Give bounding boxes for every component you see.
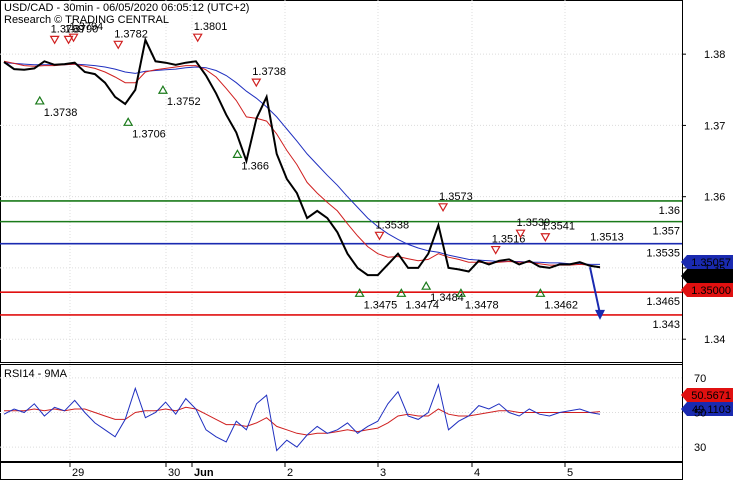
series-layer: [3, 36, 605, 452]
price-tick-label: 1.34: [704, 334, 725, 346]
time-tick-label: 4: [474, 467, 480, 479]
price-tick-label: 1.38: [704, 49, 725, 61]
swing-low-marker: [421, 280, 432, 290]
swing-low-marker: [535, 288, 546, 297]
value-tag: [681, 388, 733, 402]
grid-layer: [0, 0, 686, 467]
swing-label: 1.3573: [439, 191, 473, 203]
swing-low-marker: [232, 149, 243, 158]
value-tag-label: 1.35057: [691, 257, 731, 269]
level-label: 1.357: [652, 226, 680, 238]
swing-low-marker: [455, 288, 466, 297]
swing-high-marker: [63, 35, 74, 45]
level-label: 1.3465: [646, 296, 680, 308]
swing-high-marker: [251, 78, 262, 88]
price-panel-frame: [0, 0, 683, 363]
swing-label: 1.3752: [167, 96, 201, 108]
swing-low-marker: [123, 117, 134, 126]
value-tag: [681, 402, 733, 416]
swing-high-marker: [192, 33, 203, 43]
time-tick-label: 2: [287, 467, 293, 479]
chart-header-line2: Research © TRADING CENTRAL: [4, 14, 169, 26]
swing-label: 1.3538: [375, 219, 409, 231]
value-tag-label: 50.5671: [691, 390, 731, 402]
swing-label: 1.3484: [430, 292, 464, 304]
swing-label: 1.3513: [590, 232, 624, 244]
rsi-tick-label: 30: [694, 442, 706, 454]
level-label: 1.343: [652, 319, 680, 331]
swing-high-marker: [438, 203, 449, 213]
swing-label: 1.3541: [541, 221, 575, 233]
time-tick-label: 5: [567, 467, 573, 479]
time-tick-label: 30: [168, 467, 180, 479]
projection-arrowhead: [595, 309, 605, 320]
swing-low-marker: [396, 288, 407, 297]
swing-label: 1.3462: [544, 299, 578, 311]
swing-low-marker: [34, 95, 45, 105]
series-price: [3, 36, 601, 277]
value-tag-label: 1.35000: [691, 285, 731, 297]
swing-high-marker: [490, 245, 501, 255]
swing-label: 1.3475: [364, 299, 398, 311]
series-rsi: [3, 383, 601, 452]
value-tag-label: 1.35009: [691, 271, 731, 283]
value-tag-label: 49.1103: [692, 404, 731, 416]
x-axis-strip: [0, 462, 683, 480]
projection-arrow: [589, 267, 601, 315]
rsi-panel-title: RSI14 - 9MA: [4, 368, 68, 380]
swing-label: 1.3794: [70, 21, 104, 33]
price-tick-label: 1.37: [704, 120, 725, 132]
series-rsi-ma: [4, 406, 601, 436]
level-label: 1.36: [659, 205, 680, 217]
price-tick-label: 1.36: [704, 192, 725, 204]
time-tick-label: Jun: [194, 467, 214, 479]
swing-label: 1.366: [241, 160, 269, 172]
value-tag: [681, 255, 733, 269]
swing-label: 1.3738: [44, 107, 78, 119]
time-tick-label: 29: [72, 467, 84, 479]
time-tick-label: 3: [380, 467, 386, 479]
swing-label: 1.3474: [405, 299, 439, 311]
rsi-tick-label: 70: [694, 373, 706, 385]
tag-layer: 1.35057 1.35009 1.35000 50.5671 49.1103: [681, 255, 733, 416]
tick-layer: 1.38 1.37 1.36 1.35 1.34 70 50 30 29 30 Jun 2 3 4 5: [72, 49, 725, 479]
swing-high-marker: [68, 33, 79, 43]
swing-label: 1.3801: [194, 21, 228, 33]
swing-label: 1.3516: [492, 234, 526, 246]
swing-label: 1.3478: [465, 299, 499, 311]
swing-label: 1.3738: [252, 66, 286, 78]
price-tick-label: 1.35: [704, 263, 725, 275]
swing-high-marker: [49, 35, 60, 45]
swing-label: 1.3790: [65, 23, 99, 35]
swing-label: 1.3539: [517, 217, 551, 229]
swing-label: 1.3706: [132, 128, 166, 140]
value-tag: [681, 283, 733, 297]
rsi-tick-label: 50: [694, 408, 706, 420]
swing-high-marker: [540, 233, 551, 242]
series-ma-fast: [3, 60, 601, 269]
level-layer: 1.36 1.357 1.3535 1.3465 1.343: [0, 200, 682, 331]
swing-high-marker: [515, 229, 526, 239]
value-tag: [681, 269, 733, 283]
chart-header-line1: USD/CAD - 30min - 06/05/2020 06:05:12 (U…: [4, 2, 249, 14]
level-label: 1.3535: [646, 248, 680, 260]
swing-low-marker: [157, 85, 168, 94]
swing-low-marker: [354, 288, 365, 297]
swing-label: 1.3789: [51, 23, 85, 35]
swing-label: 1.3782: [114, 28, 148, 40]
swing-high-marker: [374, 231, 385, 241]
swing-high-marker: [113, 40, 124, 50]
